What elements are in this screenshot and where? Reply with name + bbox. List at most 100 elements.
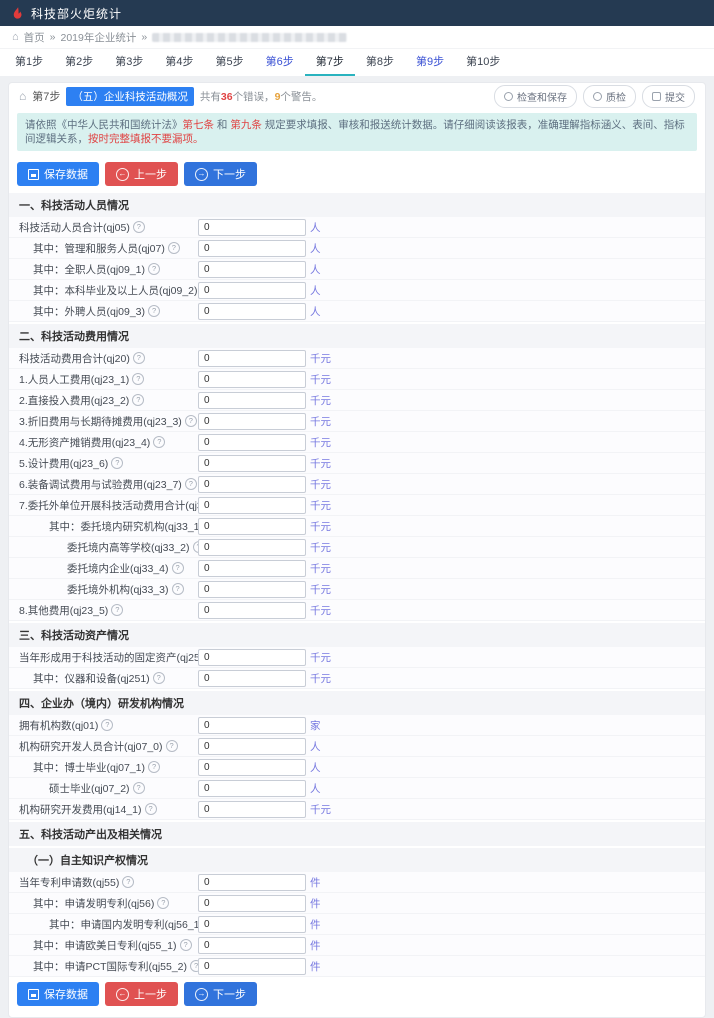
help-icon[interactable]: ? (132, 782, 145, 795)
field-input[interactable] (198, 302, 306, 320)
prev-step-button[interactable]: ← 上一步 (105, 982, 178, 1007)
help-icon[interactable]: ? (152, 672, 165, 685)
help-icon[interactable]: ? (148, 263, 161, 276)
help-icon[interactable]: ? (148, 761, 161, 774)
help-icon[interactable]: ? (167, 242, 180, 255)
field-input[interactable] (198, 669, 306, 687)
field-label: 5.设计费用(qj23_6)? (19, 456, 198, 471)
step-tab-7[interactable]: 第7步 (304, 47, 355, 76)
field-label: 委托境内企业(qj33_4)? (19, 561, 198, 576)
next-step-button[interactable]: → 下一步 (184, 982, 257, 1007)
summary-part: 9 (274, 90, 281, 103)
field-input[interactable] (198, 915, 306, 933)
help-icon[interactable]: ? (101, 719, 114, 732)
field-label-text: 科技活动费用合计(qj20) (19, 352, 130, 365)
save-button[interactable]: 保存数据 (17, 162, 99, 187)
step-tab-1[interactable]: 第1步 (15, 56, 44, 68)
step-tab-9[interactable]: 第9步 (416, 56, 445, 68)
field-label-text: 其中：申请国内发明专利(qj56_1) (49, 918, 198, 931)
field-input[interactable] (198, 737, 306, 755)
help-icon[interactable]: ? (132, 394, 145, 407)
field-input[interactable] (198, 218, 306, 236)
breadcrumb-home-link[interactable]: 首页 (23, 31, 45, 44)
field-input[interactable] (198, 936, 306, 954)
app-header: 科技部火炬统计 (0, 0, 714, 26)
step-tab-10[interactable]: 第10步 (466, 56, 501, 68)
prev-step-button[interactable]: ← 上一步 (105, 162, 178, 187)
help-icon[interactable]: ? (157, 897, 170, 910)
field-unit: 千元 (310, 457, 331, 470)
field-input[interactable] (198, 580, 306, 598)
step-tab-4[interactable]: 第4步 (165, 56, 194, 68)
save-button[interactable]: 保存数据 (17, 982, 99, 1007)
step-tab-8[interactable]: 第8步 (365, 56, 394, 68)
next-step-button[interactable]: → 下一步 (184, 162, 257, 187)
field-input[interactable] (198, 957, 306, 975)
field-input[interactable] (198, 454, 306, 472)
field-label-text: 其中：申请PCT国际专利(qj55_2) (33, 960, 188, 973)
field-input[interactable] (198, 260, 306, 278)
field-input[interactable] (198, 496, 306, 514)
field-input[interactable] (198, 349, 306, 367)
field-label-text: 科技活动人员合计(qj05) (19, 221, 130, 234)
field-label-text: 机构研究开发人员合计(qj07_0) (19, 740, 163, 753)
field-input[interactable] (198, 873, 306, 891)
field-unit: 千元 (310, 541, 331, 554)
field-input[interactable] (198, 716, 306, 734)
notice-segment: 第七条 (182, 119, 215, 131)
field-input[interactable] (198, 601, 306, 619)
field-input[interactable] (198, 538, 306, 556)
quality-check-button[interactable]: 质检 (583, 84, 636, 108)
field-input[interactable] (198, 370, 306, 388)
help-icon[interactable]: ? (132, 352, 145, 365)
help-icon[interactable]: ? (132, 373, 145, 386)
help-icon[interactable]: ? (111, 604, 124, 617)
field-input[interactable] (198, 894, 306, 912)
field-label-text: 当年专利申请数(qj55) (19, 876, 120, 889)
field-label-text: 其中：外聘人员(qj09_3) (33, 305, 146, 318)
submit-button[interactable]: 提交 (642, 84, 695, 108)
field-input[interactable] (198, 779, 306, 797)
help-icon[interactable]: ? (148, 305, 161, 318)
field-input[interactable] (198, 475, 306, 493)
field-input[interactable] (198, 559, 306, 577)
field-input[interactable] (198, 758, 306, 776)
field-row: 其中：申请国内发明专利(qj56_1)? 件 (9, 914, 705, 936)
field-input[interactable] (198, 800, 306, 818)
field-label-text: 其中：申请欧美日专利(qj55_1) (33, 939, 177, 952)
help-icon[interactable]: ? (165, 740, 178, 753)
help-icon[interactable]: ? (111, 457, 124, 470)
field-label-text: 硕士毕业(qj07_2) (49, 782, 130, 795)
help-icon[interactable]: ? (122, 876, 135, 889)
field-unit: 人 (310, 740, 321, 753)
field-input[interactable] (198, 239, 306, 257)
help-icon[interactable]: ? (144, 803, 157, 816)
field-row: 3.折旧费用与长期待摊费用(qj23_3)? 千元 (9, 411, 705, 433)
field-row: 1.人员人工费用(qj23_1)? 千元 (9, 369, 705, 391)
field-input[interactable] (198, 412, 306, 430)
field-input[interactable] (198, 648, 306, 666)
step-tab-6[interactable]: 第6步 (265, 56, 294, 68)
help-icon[interactable]: ? (184, 478, 197, 491)
field-row: 机构研究开发费用(qj14_1)? 千元 (9, 799, 705, 821)
field-unit: 千元 (310, 604, 331, 617)
help-icon[interactable]: ? (171, 562, 184, 575)
field-input[interactable] (198, 391, 306, 409)
help-icon[interactable]: ? (184, 415, 197, 428)
help-icon[interactable]: ? (171, 583, 184, 596)
step-tab-3[interactable]: 第3步 (115, 56, 144, 68)
field-input[interactable] (198, 433, 306, 451)
breadcrumb-survey-link[interactable]: 2019年企业统计 (60, 31, 137, 44)
help-icon[interactable]: ? (153, 436, 166, 449)
help-icon[interactable]: ? (190, 960, 198, 973)
field-label: 其中：仪器和设备(qj251)? (19, 671, 198, 686)
help-icon[interactable]: ? (179, 939, 192, 952)
help-icon[interactable]: ? (132, 221, 145, 234)
field-input[interactable] (198, 517, 306, 535)
field-input[interactable] (198, 281, 306, 299)
step-tab-2[interactable]: 第2步 (65, 56, 94, 68)
field-label: 1.人员人工费用(qj23_1)? (19, 372, 198, 387)
check-and-save-button[interactable]: 检查和保存 (494, 84, 577, 108)
save-icon (28, 988, 39, 1000)
step-tab-5[interactable]: 第5步 (215, 56, 244, 68)
